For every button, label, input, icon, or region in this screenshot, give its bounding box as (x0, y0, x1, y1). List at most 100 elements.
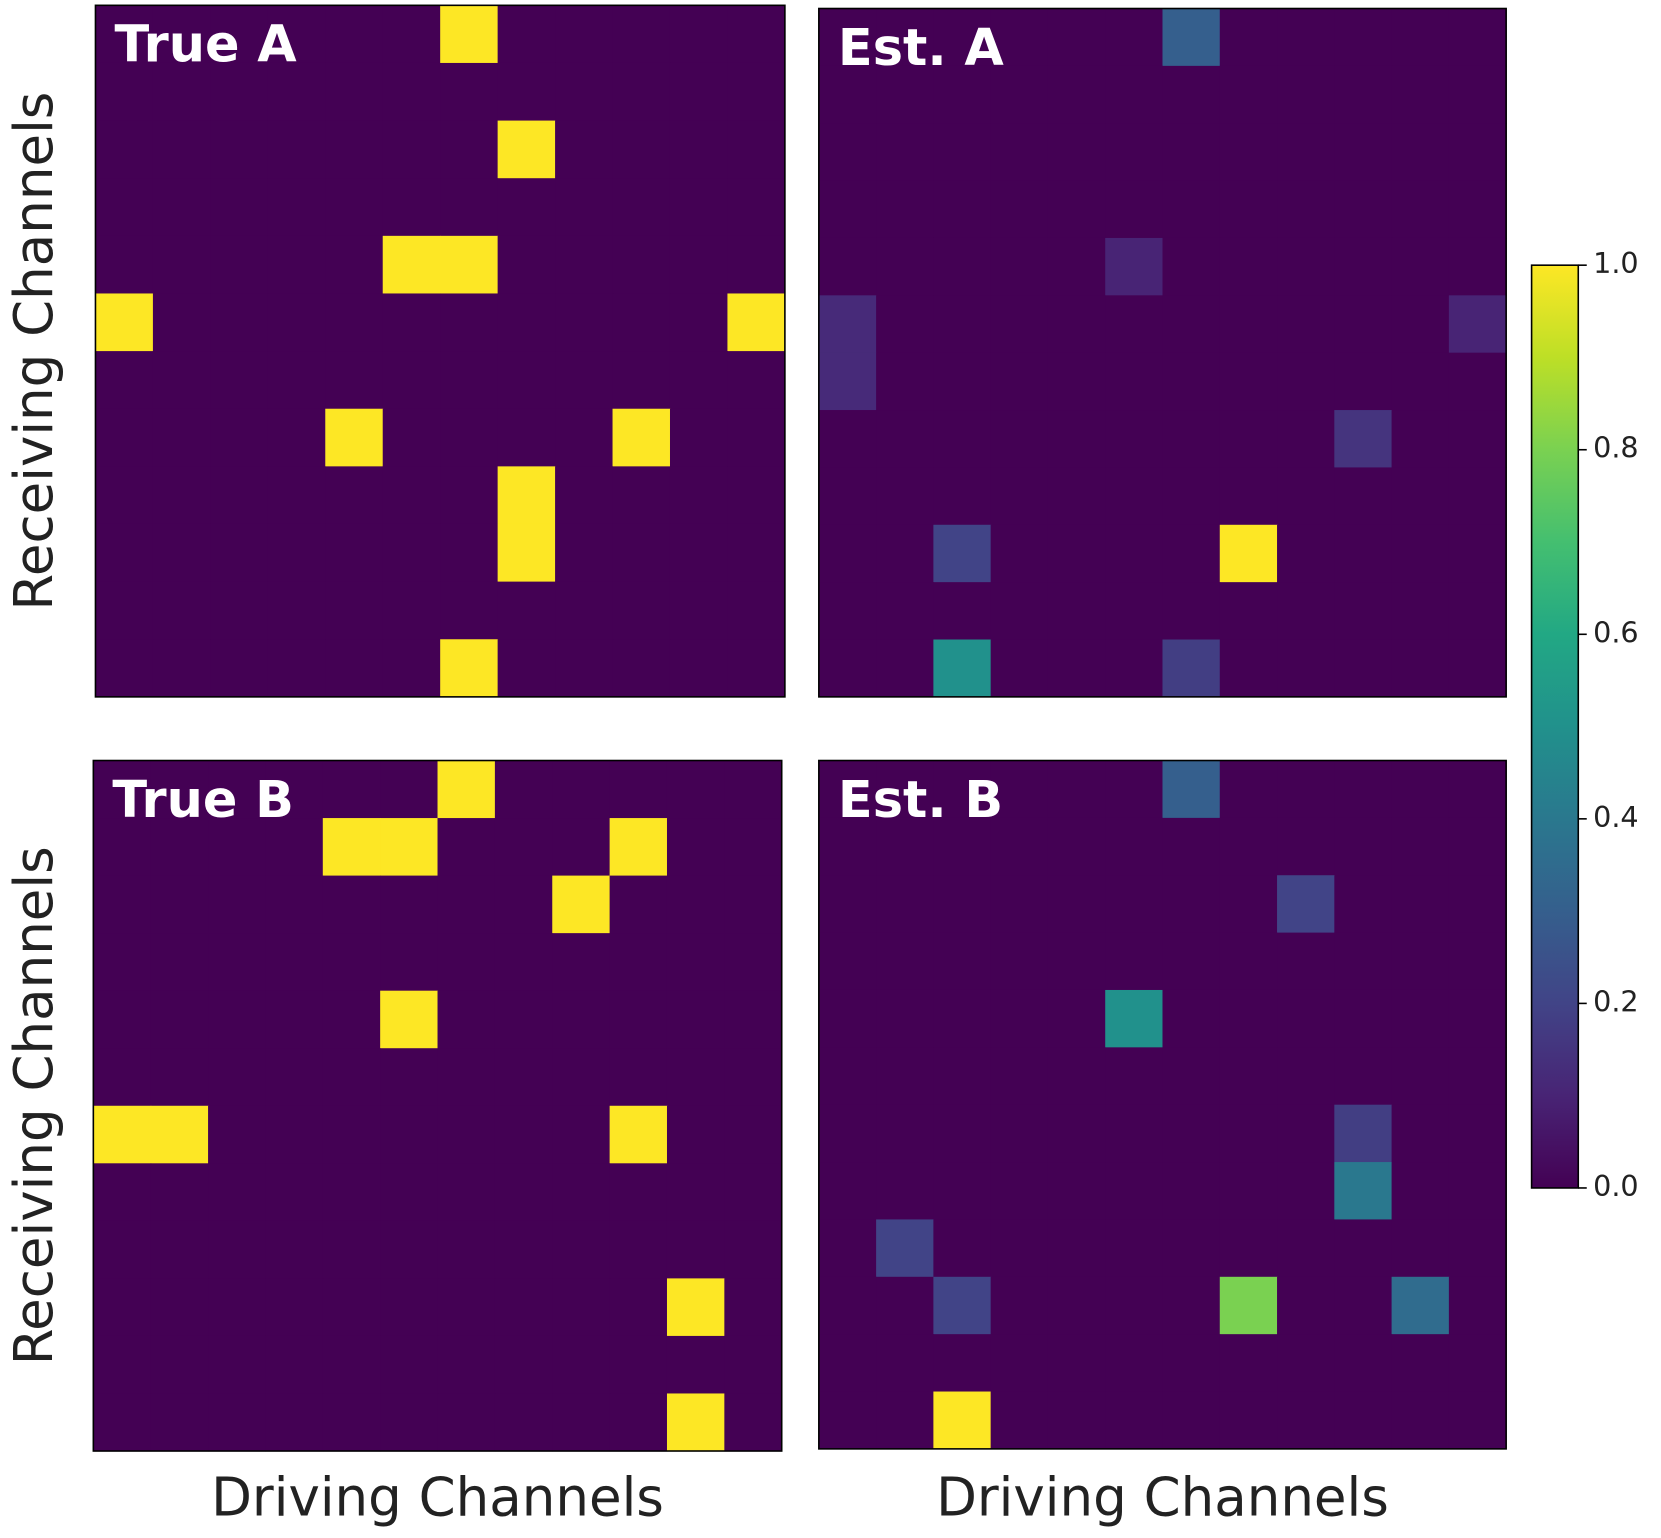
heatmap-cell (95, 581, 154, 640)
heatmap-cell (933, 989, 992, 1048)
heatmap-cell (1219, 1391, 1278, 1450)
heatmap-cell (727, 639, 786, 698)
heatmap-cell (1334, 237, 1393, 296)
heatmap-cell (933, 180, 992, 239)
heatmap-cell (437, 1105, 496, 1164)
heatmap-cell (265, 1048, 324, 1107)
heatmap-cell (724, 990, 783, 1049)
heatmap-cell (1277, 123, 1335, 182)
heatmap-cell (876, 932, 934, 991)
heatmap-cell (322, 933, 381, 992)
heatmap-cell (669, 523, 728, 583)
heatmap-cell (666, 875, 725, 934)
heatmap-cell (727, 523, 786, 583)
heatmap-cell (818, 932, 877, 991)
heatmap-cell (818, 180, 877, 239)
heatmap-cell (876, 352, 934, 411)
heatmap-cell (1047, 1104, 1106, 1163)
heatmap-cell (669, 5, 728, 64)
heatmap-cell (382, 293, 441, 352)
heatmap-cell (876, 1334, 934, 1393)
heatmap-cell (93, 1048, 152, 1107)
heatmap-cell (609, 1220, 668, 1279)
heatmap-cell (497, 351, 556, 410)
heatmap-cell (265, 933, 324, 992)
heatmap-cell (727, 351, 786, 410)
heatmap-cell (267, 178, 326, 237)
heatmap-cell (990, 352, 1049, 411)
heatmap-cell (1105, 237, 1164, 296)
heatmap-cell (609, 933, 668, 992)
heatmap-cell (1219, 1219, 1278, 1278)
heatmap-cell (95, 293, 154, 352)
heatmap-cell (210, 581, 269, 640)
panel-title: Est. A (838, 19, 1004, 78)
heatmap-cell (666, 1278, 725, 1337)
heatmap-cell (494, 1220, 553, 1279)
heatmap-cell (1277, 1334, 1335, 1393)
heatmap-cell (612, 293, 671, 352)
heatmap-cell (322, 1105, 381, 1164)
heatmap-cell (494, 1105, 553, 1164)
heatmap-cell (1162, 989, 1221, 1048)
heatmap-cell (669, 581, 728, 640)
heatmap-cell (818, 760, 877, 819)
heatmap-cell (1105, 875, 1164, 934)
heatmap-cell (818, 467, 877, 526)
heatmap-cell (876, 123, 934, 182)
heatmap-cell (382, 408, 441, 467)
heatmap-cell (1047, 180, 1106, 239)
heatmap-cell (265, 1163, 324, 1222)
heatmap-cell (152, 62, 211, 122)
heatmap-cell (382, 466, 441, 525)
heatmap-cell (1334, 1334, 1393, 1393)
heatmap-cell (818, 410, 877, 468)
heatmap-cell (380, 1278, 439, 1337)
heatmap-cell (1105, 817, 1164, 876)
heatmap-cell (1448, 8, 1507, 67)
heatmap-cell (1105, 1162, 1164, 1220)
colorbar-tick-label: 0.4 (1593, 800, 1639, 834)
heatmap-cell (1277, 8, 1335, 67)
heatmap-cell (990, 932, 1049, 991)
heatmap-cell (1391, 65, 1450, 124)
heatmap-cell (494, 1048, 553, 1107)
heatmap-cell (325, 408, 384, 467)
heatmap-cell (152, 178, 211, 237)
heatmap-cell (1105, 410, 1164, 468)
heatmap-cell (1162, 65, 1221, 124)
heatmap-cell (1047, 524, 1106, 583)
panel-frame (94, 4, 786, 698)
heatmap-cell (818, 237, 877, 296)
heatmap-cell (322, 1048, 381, 1107)
heatmap-cell (1047, 1391, 1106, 1450)
heatmap-cell (818, 65, 877, 124)
heatmap-cell (612, 120, 671, 179)
heatmap-cell (555, 466, 614, 525)
heatmap-cell (933, 639, 992, 698)
heatmap-cell (666, 933, 725, 992)
heatmap-cell (1105, 1047, 1164, 1106)
heatmap-cell (612, 581, 671, 640)
heatmap-cell (669, 351, 728, 410)
heatmap-cell (727, 62, 786, 122)
heatmap-cell (727, 466, 786, 525)
heatmap-cell (1277, 989, 1335, 1048)
heatmap-cell (1105, 467, 1164, 526)
heatmap-cell (1448, 180, 1507, 239)
heatmap-cell (437, 818, 496, 877)
panel-frame (92, 759, 783, 1452)
heatmap-cell (1448, 817, 1507, 876)
heatmap-cell (1334, 352, 1393, 411)
heatmap-cell (1277, 875, 1335, 934)
heatmap-cell (1105, 1391, 1164, 1450)
heatmap-cell (818, 875, 877, 934)
heatmap-cell (437, 1335, 496, 1394)
heatmap-cell (382, 120, 441, 179)
heatmap-cell (1448, 875, 1507, 934)
heatmap-cell (1277, 1276, 1335, 1335)
heatmap-cell (93, 933, 152, 992)
heatmap-cell (990, 1276, 1049, 1335)
heatmap-cell (210, 120, 269, 179)
heatmap-cell (724, 1105, 783, 1164)
